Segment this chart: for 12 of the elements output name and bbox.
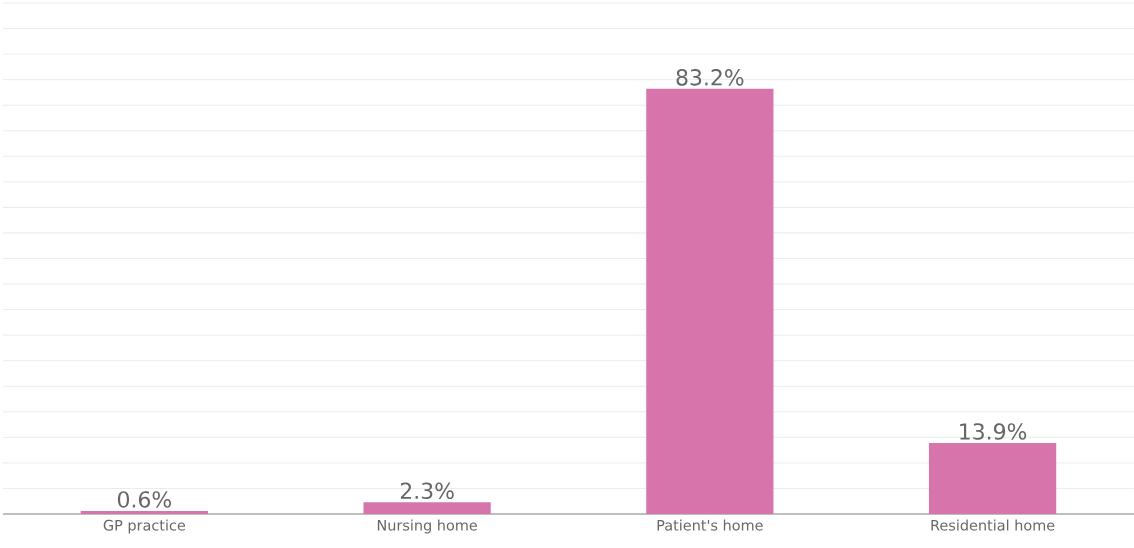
x-tick-label: GP practice [103, 519, 186, 534]
data-label: 83.2% [676, 69, 744, 86]
data-label: 2.3% [400, 482, 454, 500]
data-label: 0.6% [117, 491, 171, 508]
bar [646, 88, 774, 514]
x-tick-label: Residential home [931, 519, 1055, 531]
bar [363, 502, 491, 514]
bar [80, 510, 208, 514]
data-label: 13.9% [960, 423, 1027, 440]
x-tick-label: Patient's home [657, 519, 763, 531]
x-tick-label: Nursing home [377, 519, 478, 534]
bar [928, 442, 1057, 514]
